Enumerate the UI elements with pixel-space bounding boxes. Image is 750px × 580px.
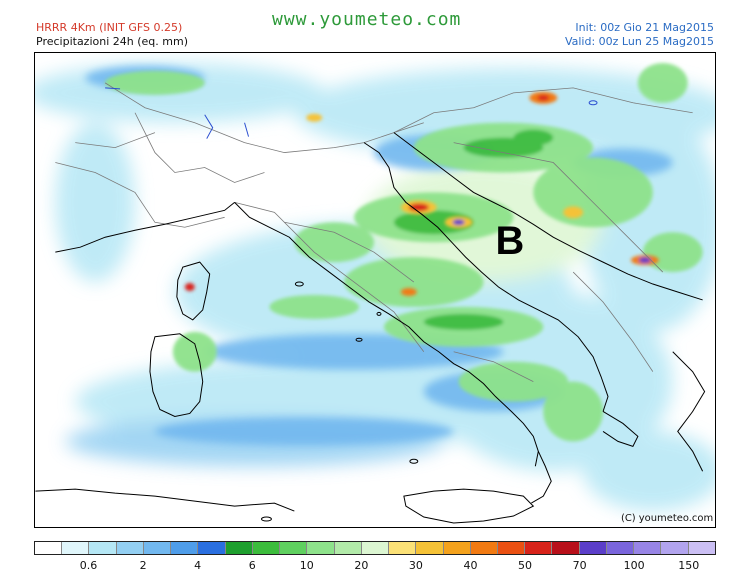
legend-label: 150 [678,559,700,572]
legend-swatch [661,542,689,554]
legend-label: 0.6 [79,559,98,572]
init-time: Init: 00z Gio 21 Mag2015 [575,21,714,34]
coastlines [35,132,706,524]
legend-swatch [525,542,553,554]
legend-swatch [307,542,335,554]
legend-swatch [252,542,281,554]
valid-time: Valid: 00z Lun 25 Mag2015 [564,35,714,48]
model-info: HRRR 4Km (INIT GFS 0.25) [36,21,183,34]
legend-swatch [35,542,63,554]
legend-swatch [634,542,662,554]
legend-label: 4 [194,559,202,572]
legend-swatch [143,542,172,554]
legend-swatch [280,542,308,554]
legend-swatch [116,542,144,554]
site-url[interactable]: www.youmeteo.com [272,9,462,30]
legend-label: 50 [518,559,533,572]
legend-swatch [552,542,580,554]
legend-swatch [198,542,226,554]
legend-swatch [688,542,715,554]
country-borders [55,82,693,382]
island-elba [294,281,304,287]
legend-labels: 0.6 2 4 6 10 20 30 40 50 70 100 150 [34,559,716,573]
precipitation-map: B (C) youmeteo.com [34,52,716,528]
legend-swatch [361,542,390,554]
copyright-label: (C) youmeteo.com [621,513,713,524]
legend-label: 70 [572,559,587,572]
legend-label: 100 [623,559,645,572]
legend-label: 2 [139,559,147,572]
legend-swatch [334,542,362,554]
legend-label: 10 [299,559,314,572]
legend-swatch [62,542,90,554]
legend-swatch [497,542,526,554]
legend-label: 30 [408,559,423,572]
legend-swatch [389,542,417,554]
legend-swatch [606,542,635,554]
low-pressure-label: B [495,219,524,263]
field-title: Precipitazioni 24h (eq. mm) [36,35,188,48]
legend-swatch [443,542,471,554]
legend-swatch [89,542,117,554]
legend-swatch [579,542,607,554]
legend-label: 40 [463,559,478,572]
legend-label: 6 [248,559,256,572]
legend-swatch [171,542,199,554]
legend-swatch [416,542,444,554]
legend-colorbar [34,541,716,555]
legend-swatch [470,542,498,554]
precip-green [105,62,703,442]
precip-intense [184,91,659,296]
legend-label: 20 [354,559,369,572]
lakes [105,87,598,139]
legend-swatch [225,542,253,554]
